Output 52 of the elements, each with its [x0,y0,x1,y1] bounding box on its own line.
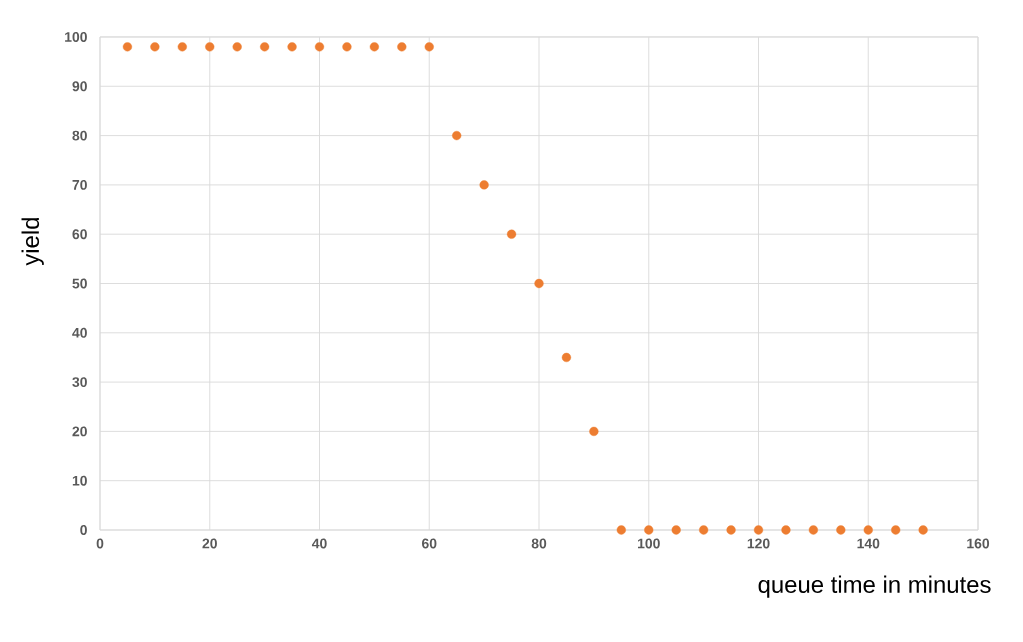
x-tick-label: 140 [857,538,880,549]
point [397,42,407,52]
point [122,42,133,52]
point [260,42,270,52]
point [726,525,736,535]
point [561,352,572,363]
x-tick-label: 0 [96,538,104,549]
y-tick-label: 20 [72,426,87,437]
point [177,42,187,52]
x-tick-label: 20 [202,538,217,549]
y-axis-title: yield [21,218,44,266]
y-tick-label: 70 [72,179,87,190]
x-tick-label: 40 [311,538,327,549]
point [836,525,846,535]
point [699,525,709,535]
y-tick-label: 80 [72,130,87,141]
point [671,525,681,535]
point [863,525,873,535]
point [232,42,242,52]
y-tick-label: 0 [80,525,87,535]
point [369,42,379,52]
point [781,525,791,535]
point [205,42,215,52]
x-axis-title: queue time in minutes [758,575,991,598]
point [342,42,352,52]
point [506,229,517,239]
point [424,42,434,52]
y-tick-label: 50 [72,278,87,289]
x-tick-label: 60 [422,538,437,549]
y-tick-label: 40 [72,327,87,338]
x-tick-label: 160 [967,538,990,549]
point [150,42,160,52]
point [644,525,654,535]
y-tick-label: 100 [65,32,87,42]
point [287,42,297,52]
point [616,525,626,535]
point [452,131,462,141]
x-tick-label: 120 [747,538,770,549]
x-tick-label: 80 [531,538,547,549]
y-tick-label: 90 [72,81,87,92]
point [918,525,928,535]
point [891,525,901,535]
x-tick-label: 100 [638,538,660,549]
point [753,525,764,535]
y-tick-label: 30 [72,377,87,388]
point [534,278,544,289]
point [479,180,489,190]
y-tick-label: 60 [72,229,87,240]
point [808,525,818,535]
point [589,426,599,436]
point [314,42,325,52]
y-tick-label: 10 [72,475,87,486]
